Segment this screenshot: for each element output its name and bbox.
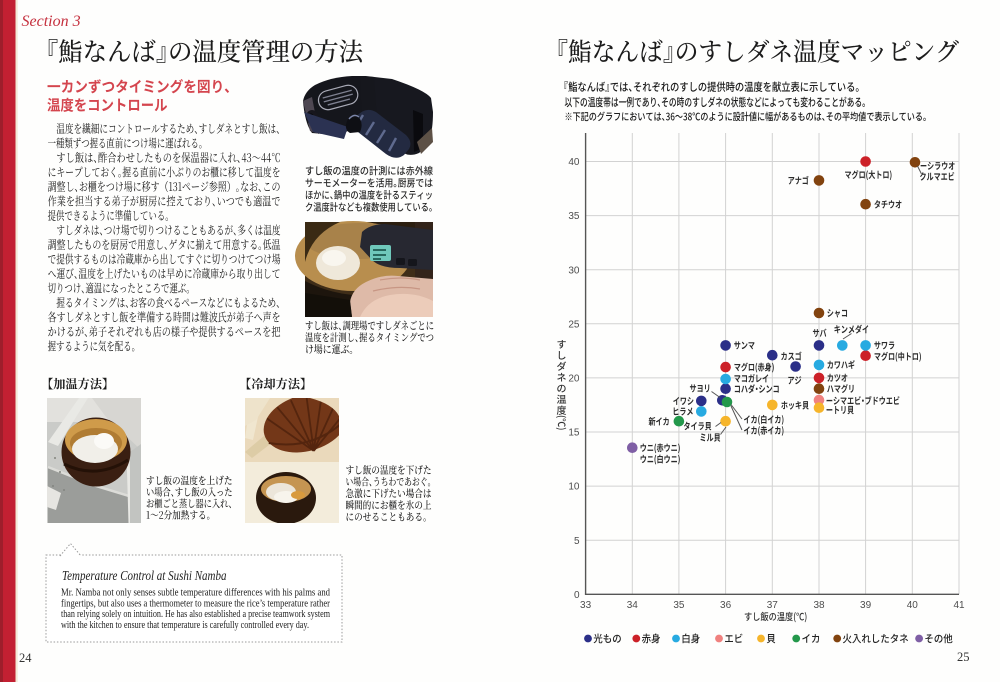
- svg-text:38: 38: [813, 600, 825, 611]
- svg-text:fingertips, but also uses a th: fingertips, but also uses a thermometer …: [61, 598, 331, 609]
- svg-text:than relying solely on intuiti: than relying solely on intuition. He has…: [61, 609, 330, 620]
- svg-text:10: 10: [568, 482, 580, 493]
- svg-text:15: 15: [568, 428, 580, 439]
- svg-text:35: 35: [568, 211, 580, 222]
- svg-text:39: 39: [860, 600, 872, 611]
- svg-text:37: 37: [767, 600, 779, 611]
- svg-text:41: 41: [953, 600, 965, 611]
- svg-text:34: 34: [627, 600, 639, 611]
- svg-text:25: 25: [957, 650, 970, 664]
- svg-text:30: 30: [568, 265, 580, 276]
- svg-text:Mr. Namba not only senses subt: Mr. Namba not only senses subtle tempera…: [61, 588, 330, 599]
- svg-text:Temperature Control at Sushi N: Temperature Control at Sushi Namba: [62, 568, 227, 583]
- svg-text:40: 40: [907, 600, 919, 611]
- svg-text:5: 5: [574, 536, 580, 547]
- svg-text:36: 36: [720, 600, 732, 611]
- svg-text:40: 40: [568, 157, 580, 168]
- svg-text:Section 3: Section 3: [22, 13, 81, 30]
- svg-text:25: 25: [568, 319, 580, 330]
- svg-text:24: 24: [19, 651, 32, 665]
- svg-text:with the kitchen to ensure tha: with the kitchen to ensure that temperat…: [61, 620, 309, 631]
- svg-text:0: 0: [574, 590, 580, 601]
- svg-text:33: 33: [580, 600, 592, 611]
- svg-text:35: 35: [673, 600, 685, 611]
- svg-text:20: 20: [568, 374, 580, 385]
